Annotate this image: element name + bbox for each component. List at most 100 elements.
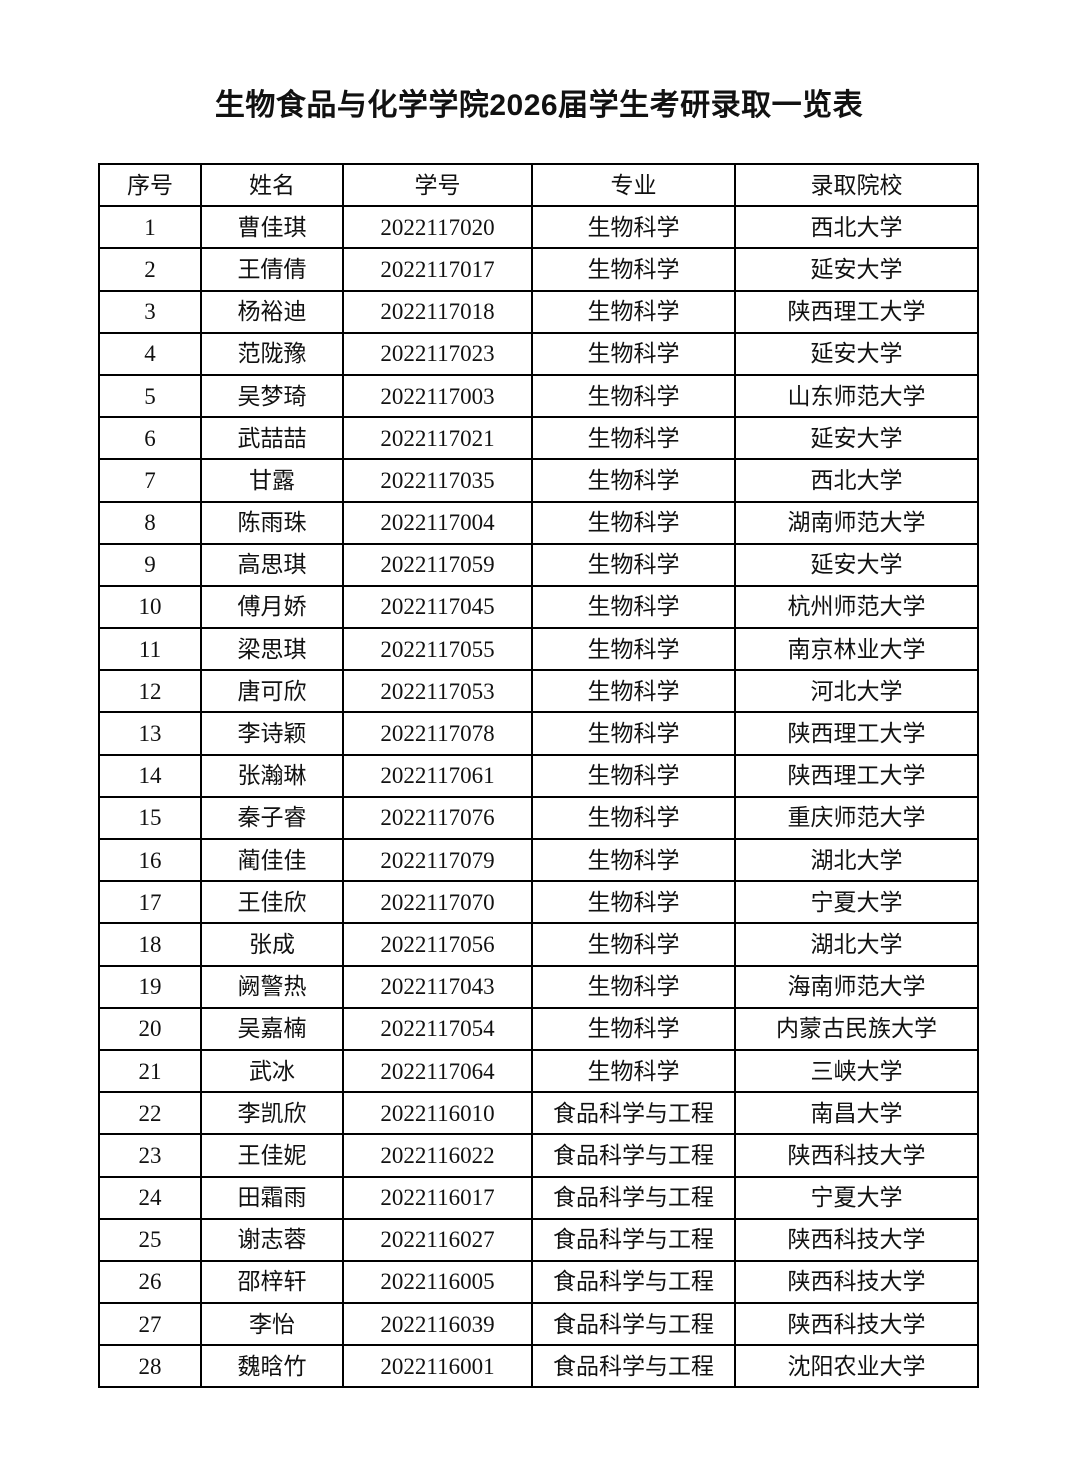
cell-school: 重庆师范大学 (734, 795, 979, 841)
cell-name: 蔺佳佳 (200, 837, 344, 883)
table-row: 24 田霜雨 2022116017 食品科学与工程 宁夏大学 (98, 1175, 979, 1220)
cell-school: 湖北大学 (734, 837, 979, 883)
table-row: 6 武喆喆 2022117021 生物科学 延安大学 (98, 416, 979, 461)
cell-school: 沈阳农业大学 (734, 1344, 979, 1389)
cell-index: 16 (98, 837, 202, 883)
cell-student-id: 2022116010 (342, 1091, 533, 1136)
header-student-id: 学号 (342, 162, 533, 208)
cell-school: 陕西科技大学 (734, 1259, 979, 1305)
cell-name: 武冰 (200, 1048, 344, 1094)
cell-major: 食品科学与工程 (531, 1175, 736, 1220)
cell-name: 张成 (200, 922, 344, 967)
cell-student-id: 2022117053 (342, 669, 533, 714)
cell-major: 生物科学 (531, 627, 736, 672)
cell-student-id: 2022116027 (342, 1217, 533, 1262)
cell-index: 17 (98, 880, 202, 925)
table-row: 16 蔺佳佳 2022117079 生物科学 湖北大学 (98, 837, 979, 883)
cell-index: 12 (98, 669, 202, 714)
cell-index: 3 (98, 289, 202, 334)
cell-student-id: 2022117035 (342, 458, 533, 503)
cell-name: 傅月娇 (200, 584, 344, 630)
admission-table: 序号 姓名 学号 专业 录取院校 1 曹佳琪 2022117020 生物科学 西北大学 2… (98, 162, 979, 1389)
cell-index: 28 (98, 1344, 202, 1389)
cell-index: 7 (98, 458, 202, 503)
cell-school: 三峡大学 (734, 1048, 979, 1094)
cell-name: 曹佳琪 (200, 205, 344, 250)
cell-student-id: 2022117021 (342, 416, 533, 461)
cell-student-id: 2022117003 (342, 373, 533, 419)
cell-major: 生物科学 (531, 584, 736, 630)
header-row: 序号 姓名 学号 专业 录取院校 (98, 162, 979, 208)
table-row: 10 傅月娇 2022117045 生物科学 杭州师范大学 (98, 584, 979, 630)
cell-school: 山东师范大学 (734, 373, 979, 419)
cell-major: 生物科学 (531, 1006, 736, 1051)
cell-student-id: 2022116001 (342, 1344, 533, 1389)
cell-school: 湖南师范大学 (734, 500, 979, 545)
cell-name: 高思琪 (200, 542, 344, 587)
cell-name: 张瀚琳 (200, 753, 344, 798)
cell-major: 食品科学与工程 (531, 1133, 736, 1178)
table-row: 3 杨裕迪 2022117018 生物科学 陕西理工大学 (98, 289, 979, 334)
cell-school: 延安大学 (734, 542, 979, 587)
cell-major: 生物科学 (531, 373, 736, 419)
cell-index: 26 (98, 1259, 202, 1305)
cell-student-id: 2022117070 (342, 880, 533, 925)
cell-name: 武喆喆 (200, 416, 344, 461)
cell-student-id: 2022117018 (342, 289, 533, 334)
cell-school: 河北大学 (734, 669, 979, 714)
cell-index: 13 (98, 711, 202, 756)
cell-index: 21 (98, 1048, 202, 1094)
table-row: 25 谢志蓉 2022116027 食品科学与工程 陕西科技大学 (98, 1217, 979, 1262)
cell-name: 秦子睿 (200, 795, 344, 841)
cell-index: 5 (98, 373, 202, 419)
cell-school: 陕西科技大学 (734, 1217, 979, 1262)
cell-name: 陈雨珠 (200, 500, 344, 545)
cell-school: 杭州师范大学 (734, 584, 979, 630)
table-row: 12 唐可欣 2022117053 生物科学 河北大学 (98, 669, 979, 714)
cell-major: 生物科学 (531, 500, 736, 545)
cell-major: 食品科学与工程 (531, 1259, 736, 1305)
cell-major: 生物科学 (531, 458, 736, 503)
cell-name: 范陇豫 (200, 331, 344, 376)
cell-major: 食品科学与工程 (531, 1217, 736, 1262)
cell-school: 延安大学 (734, 331, 979, 376)
cell-school: 陕西理工大学 (734, 711, 979, 756)
table-row: 11 梁思琪 2022117055 生物科学 南京林业大学 (98, 627, 979, 672)
cell-school: 陕西理工大学 (734, 289, 979, 334)
cell-student-id: 2022116017 (342, 1175, 533, 1220)
table-row: 28 魏晗竹 2022116001 食品科学与工程 沈阳农业大学 (98, 1344, 979, 1389)
cell-index: 6 (98, 416, 202, 461)
cell-major: 生物科学 (531, 205, 736, 250)
table-row: 15 秦子睿 2022117076 生物科学 重庆师范大学 (98, 795, 979, 841)
table-row: 1 曹佳琪 2022117020 生物科学 西北大学 (98, 205, 979, 250)
cell-school: 南昌大学 (734, 1091, 979, 1136)
cell-index: 18 (98, 922, 202, 967)
cell-school: 陕西科技大学 (734, 1302, 979, 1347)
cell-major: 食品科学与工程 (531, 1091, 736, 1136)
table-row: 13 李诗颖 2022117078 生物科学 陕西理工大学 (98, 711, 979, 756)
cell-student-id: 2022117054 (342, 1006, 533, 1051)
cell-name: 李凯欣 (200, 1091, 344, 1136)
cell-student-id: 2022117076 (342, 795, 533, 841)
cell-student-id: 2022117079 (342, 837, 533, 883)
cell-student-id: 2022117004 (342, 500, 533, 545)
cell-school: 延安大学 (734, 416, 979, 461)
cell-major: 生物科学 (531, 669, 736, 714)
header-school: 录取院校 (734, 162, 979, 208)
cell-name: 王佳妮 (200, 1133, 344, 1178)
cell-student-id: 2022117023 (342, 331, 533, 376)
table-row: 23 王佳妮 2022116022 食品科学与工程 陕西科技大学 (98, 1133, 979, 1178)
header-name: 姓名 (200, 162, 344, 208)
cell-major: 生物科学 (531, 711, 736, 756)
cell-index: 19 (98, 964, 202, 1009)
cell-student-id: 2022116039 (342, 1302, 533, 1347)
cell-school: 宁夏大学 (734, 1175, 979, 1220)
cell-name: 王倩倩 (200, 247, 344, 292)
cell-major: 生物科学 (531, 964, 736, 1009)
cell-name: 王佳欣 (200, 880, 344, 925)
cell-name: 谢志蓉 (200, 1217, 344, 1262)
cell-index: 8 (98, 500, 202, 545)
cell-school: 西北大学 (734, 458, 979, 503)
cell-student-id: 2022117020 (342, 205, 533, 250)
cell-name: 阙警热 (200, 964, 344, 1009)
